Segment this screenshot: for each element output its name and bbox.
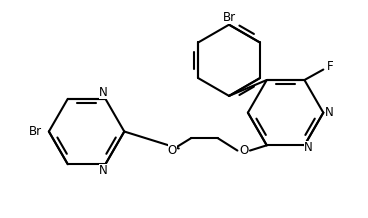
Text: N: N xyxy=(325,106,334,119)
Text: N: N xyxy=(304,141,313,154)
Text: N: N xyxy=(99,86,108,99)
Text: Br: Br xyxy=(223,11,236,24)
Text: Br: Br xyxy=(29,125,42,138)
Text: O: O xyxy=(168,144,177,157)
Text: F: F xyxy=(327,60,334,73)
Text: O: O xyxy=(239,144,248,157)
Text: N: N xyxy=(99,164,108,177)
